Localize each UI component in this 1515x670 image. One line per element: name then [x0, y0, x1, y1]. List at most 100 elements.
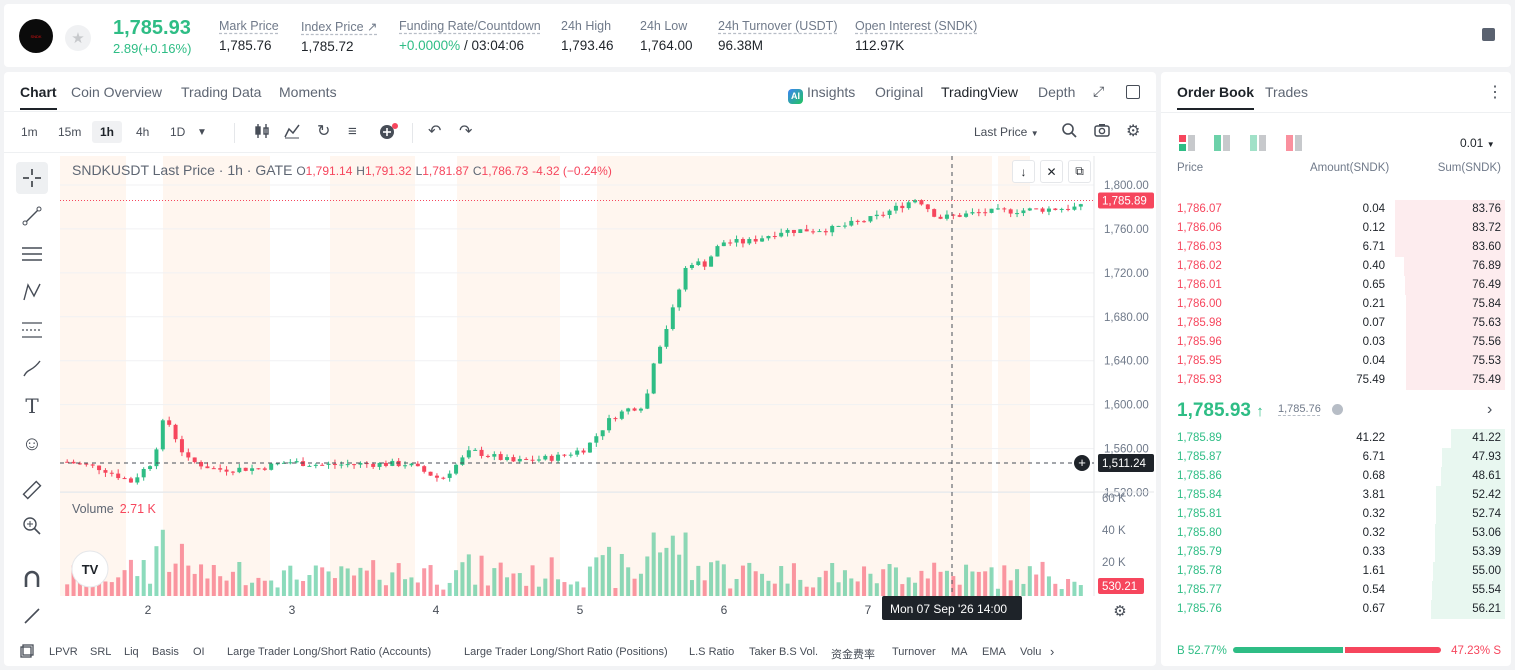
tab-trades[interactable]: Trades — [1265, 84, 1309, 100]
row-price: 1,786.00 — [1177, 298, 1222, 310]
ask-row[interactable]: 1,785.93 75.49 75.49 — [1161, 371, 1511, 390]
indicator-taker-bs-vol[interactable]: Taker B.S Vol. — [749, 646, 819, 658]
settings-gear-icon[interactable]: ⚙ — [1126, 123, 1141, 140]
candle-body — [562, 454, 567, 456]
emoji-tool-icon[interactable]: ☺ — [21, 432, 43, 455]
candle-type-icon[interactable] — [254, 123, 270, 142]
favorite-star-icon[interactable]: ★ — [65, 25, 91, 51]
window-icon[interactable] — [1126, 85, 1140, 99]
ruler-tool-icon[interactable] — [16, 474, 48, 506]
volume-bar — [466, 554, 471, 596]
indicator-turnover[interactable]: Turnover — [892, 646, 936, 658]
stat-index-price[interactable]: Index Price ↗ 1,785.72 — [301, 20, 378, 54]
arrow-down-icon[interactable]: ↓ — [1012, 160, 1035, 183]
layout-icon[interactable]: ≡ — [348, 123, 357, 140]
search-icon[interactable] — [1062, 123, 1077, 141]
trend-line-tool-icon[interactable] — [16, 200, 48, 232]
bid-row[interactable]: 1,785.84 3.81 52.42 — [1161, 486, 1511, 505]
indicator-basis[interactable]: Basis — [152, 646, 179, 658]
indicator-large-trader-positions[interactable]: Large Trader Long/Short Ratio (Positions… — [464, 646, 668, 658]
crosshair-tool-icon[interactable] — [16, 162, 48, 194]
indicator-liq[interactable]: Liq — [124, 646, 139, 658]
view-original[interactable]: Original — [875, 84, 924, 100]
text-tool-icon[interactable]: T — [25, 394, 39, 418]
book-buy-icon[interactable] — [1214, 135, 1230, 154]
candlestick-chart-svg[interactable]: 1,800.00 1,760.00 1,720.00 1,680.00 1,640.00… — [60, 156, 1154, 626]
ask-row[interactable]: 1,785.98 0.07 75.63 — [1161, 314, 1511, 333]
ask-row[interactable]: 1,785.95 0.04 75.53 — [1161, 352, 1511, 371]
expand-icon[interactable]: ⤢ — [1093, 83, 1105, 99]
brush-tool-icon[interactable] — [16, 352, 48, 384]
row-amount: 0.32 — [1362, 508, 1385, 520]
indicator-ls-ratio[interactable]: L.S Ratio — [689, 646, 735, 658]
indicators-icon[interactable] — [284, 123, 300, 142]
zoom-in-icon[interactable] — [16, 510, 48, 542]
interval-15m[interactable]: 15m — [58, 125, 82, 139]
undo-icon[interactable]: ↶ — [428, 123, 442, 140]
bid-row[interactable]: 1,785.76 0.67 56.21 — [1161, 600, 1511, 619]
ask-row[interactable]: 1,786.03 6.71 83.60 — [1161, 238, 1511, 257]
horizontal-lines-tool-icon[interactable] — [16, 238, 48, 270]
bid-row[interactable]: 1,785.77 0.54 55.54 — [1161, 581, 1511, 600]
view-insights[interactable]: AI Insights — [788, 84, 855, 104]
bid-row[interactable]: 1,785.80 0.32 53.06 — [1161, 524, 1511, 543]
tab-trading-data[interactable]: Trading Data — [181, 84, 262, 100]
ask-row[interactable]: 1,786.00 0.21 75.84 — [1161, 295, 1511, 314]
more-menu-icon[interactable]: ⋮ — [1487, 84, 1503, 101]
row-sum: 75.63 — [1472, 317, 1501, 329]
indicator-funding-rate[interactable]: 资金费率 — [831, 649, 875, 661]
indicator-oi[interactable]: OI — [193, 646, 205, 658]
chevron-right-icon[interactable]: › — [1050, 644, 1055, 659]
candle-body — [613, 418, 618, 420]
bid-row[interactable]: 1,785.89 41.22 41.22 — [1161, 429, 1511, 448]
indicator-ema[interactable]: EMA — [982, 646, 1006, 658]
bid-row[interactable]: 1,785.78 1.61 55.00 — [1161, 562, 1511, 581]
book-asks-icon[interactable] — [1286, 135, 1302, 154]
add-icon[interactable] — [379, 123, 399, 144]
restore-icon[interactable]: ⧉ — [1068, 160, 1091, 183]
tab-order-book[interactable]: Order Book — [1177, 84, 1255, 110]
ask-row[interactable]: 1,786.01 0.65 76.49 — [1161, 276, 1511, 295]
tab-moments[interactable]: Moments — [279, 84, 337, 100]
indicator-srl[interactable]: SRL — [90, 646, 112, 658]
pencil-lock-icon[interactable] — [16, 600, 48, 632]
redo-icon[interactable]: ↷ — [459, 123, 473, 140]
ask-row[interactable]: 1,786.07 0.04 83.76 — [1161, 200, 1511, 219]
tab-coin-overview[interactable]: Coin Overview — [71, 84, 163, 100]
ask-row[interactable]: 1,785.96 0.03 75.56 — [1161, 333, 1511, 352]
tab-chart[interactable]: Chart — [20, 84, 57, 110]
chevron-down-icon[interactable]: ▼ — [197, 127, 207, 138]
price-chart[interactable]: 1,800.00 1,760.00 1,720.00 1,680.00 1,640.00… — [60, 156, 1154, 626]
copy-icon[interactable] — [20, 644, 34, 661]
camera-icon[interactable] — [1094, 123, 1110, 140]
interval-1d[interactable]: 1D — [170, 125, 186, 139]
book-sell-icon[interactable] — [1250, 135, 1266, 154]
book-both-icon[interactable] — [1179, 135, 1195, 154]
view-depth[interactable]: Depth — [1038, 84, 1076, 100]
ask-row[interactable]: 1,786.06 0.12 83.72 — [1161, 219, 1511, 238]
fib-tool-icon[interactable] — [16, 314, 48, 346]
pattern-tool-icon[interactable] — [16, 276, 48, 308]
chart-legend: SNDKUSDT Last Price · 1h · GATE O1,791.1… — [72, 162, 612, 178]
bid-row[interactable]: 1,785.79 0.33 53.39 — [1161, 543, 1511, 562]
bid-row[interactable]: 1,785.81 0.32 52.74 — [1161, 505, 1511, 524]
refresh-icon[interactable]: ↻ — [317, 123, 331, 140]
bid-row[interactable]: 1,785.86 0.68 48.61 — [1161, 467, 1511, 486]
price-type-select[interactable]: Last Price ▼ — [974, 125, 1039, 139]
bid-row[interactable]: 1,785.87 6.71 47.93 — [1161, 448, 1511, 467]
indicator-large-trader-accounts[interactable]: Large Trader Long/Short Ratio (Accounts) — [227, 646, 432, 658]
interval-1m[interactable]: 1m — [21, 125, 38, 139]
row-amount: 0.68 — [1362, 470, 1385, 482]
close-icon[interactable]: ✕ — [1040, 160, 1063, 183]
indicator-lpvr[interactable]: LPVR — [49, 646, 78, 658]
chevron-right-icon[interactable]: › — [1487, 401, 1493, 418]
interval-4h[interactable]: 4h — [136, 125, 150, 139]
ask-row[interactable]: 1,786.02 0.40 76.89 — [1161, 257, 1511, 276]
magnet-icon[interactable] — [16, 564, 48, 596]
view-tradingview[interactable]: TradingView — [941, 84, 1019, 100]
indicator-ma[interactable]: MA — [951, 646, 968, 658]
indicator-volume[interactable]: Volu — [1020, 646, 1042, 658]
book-icon[interactable] — [1482, 28, 1495, 41]
interval-1h[interactable]: 1h — [92, 121, 123, 143]
tick-size-select[interactable]: 0.01 ▼ — [1460, 136, 1495, 150]
